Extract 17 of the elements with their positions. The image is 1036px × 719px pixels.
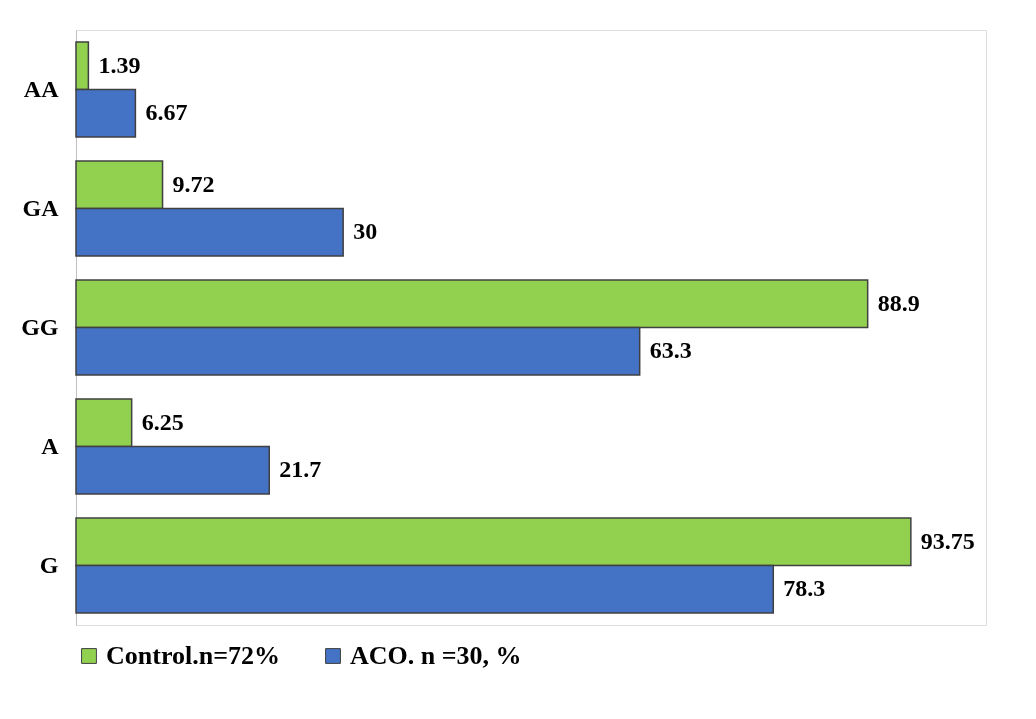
data-label: 6.25 [141,408,184,435]
y-tick-label: G [39,551,59,578]
data-label: 93.75 [920,527,975,554]
y-tick-label: A [41,432,60,459]
data-label: 9.72 [172,170,215,197]
y-tick-label: GA [22,194,60,221]
legend-label: Control.n=72% [106,641,280,670]
data-label: 78.3 [783,575,826,602]
data-label: 21.7 [279,456,322,483]
legend-label: ACO. n =30, % [350,641,522,670]
y-tick-label: AA [23,75,60,102]
data-label: 6.67 [145,99,188,126]
data-label: 88.9 [877,289,920,316]
y-tick-label: GG [21,313,59,340]
data-label: 30 [353,218,378,245]
data-label: 63.3 [649,337,692,364]
data-label: 1.39 [98,51,141,78]
